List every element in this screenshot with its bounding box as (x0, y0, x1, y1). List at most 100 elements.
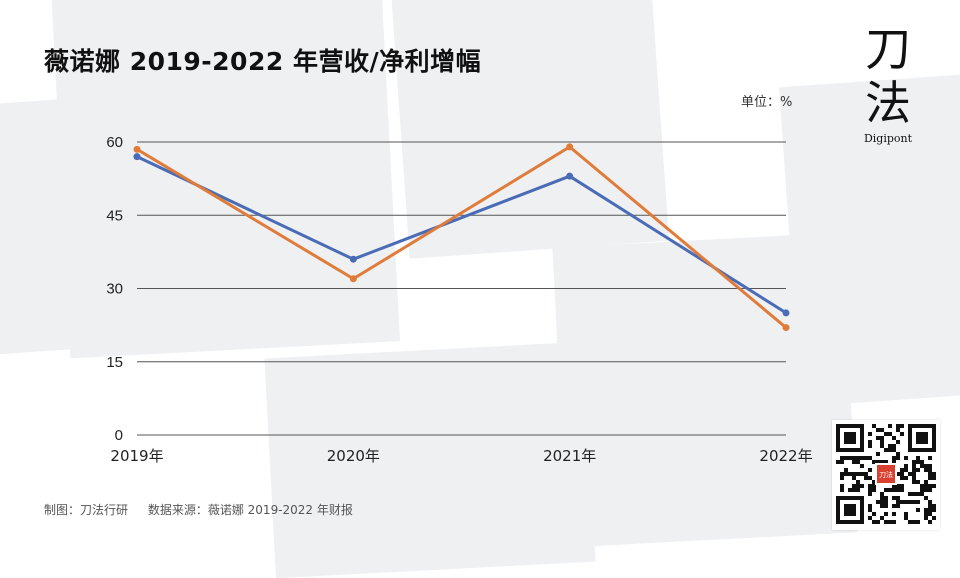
data-point-series-2 (133, 145, 141, 153)
qr-module (928, 504, 932, 508)
qr-module (928, 520, 932, 524)
logo-brand: Digipont (863, 132, 913, 145)
qr-module (880, 460, 884, 464)
qr-module (888, 432, 892, 436)
qr-module (876, 428, 880, 432)
qr-module (912, 476, 916, 480)
qr-module (840, 472, 844, 476)
qr-module (852, 476, 856, 480)
qr-code[interactable]: 刀法 (832, 420, 940, 530)
qr-module (860, 484, 864, 488)
qr-module (896, 484, 900, 488)
qr-module (916, 468, 920, 472)
qr-module (868, 508, 872, 512)
qr-module (872, 424, 876, 428)
qr-module (876, 436, 880, 440)
qr-module (912, 460, 916, 464)
qr-module (896, 424, 900, 428)
chart-title: 薇诺娜 2019-2022 年营收/净利增幅 (44, 47, 482, 76)
qr-module (880, 436, 884, 440)
qr-module (900, 472, 904, 476)
qr-module (868, 456, 872, 460)
line-chart: 0 15 30 45 60 2019年 2020年 2021年 2022年 (106, 134, 812, 465)
qr-module (896, 440, 900, 444)
qr-module (872, 488, 876, 492)
qr-module (924, 464, 928, 468)
qr-module (916, 520, 920, 524)
series-line-1 (136, 155, 787, 315)
qr-module (852, 456, 856, 460)
qr-module (912, 520, 916, 524)
qr-module (928, 488, 932, 492)
data-point-series-2 (349, 275, 357, 283)
qr-module (880, 440, 884, 444)
qr-module (912, 500, 916, 504)
qr-module (912, 468, 916, 472)
qr-module (880, 504, 884, 508)
qr-module (884, 488, 888, 492)
qr-module (924, 484, 928, 488)
qr-module (892, 456, 896, 460)
qr-module (912, 492, 916, 496)
qr-module (932, 476, 936, 480)
qr-module (880, 492, 884, 496)
qr-module (896, 488, 900, 492)
qr-module (868, 468, 872, 472)
qr-module (892, 484, 896, 488)
qr-module (876, 452, 880, 456)
qr-module (840, 488, 844, 492)
qr-module (896, 472, 900, 476)
qr-module (840, 456, 844, 460)
qr-module (868, 504, 872, 508)
qr-module (932, 504, 936, 508)
qr-module (916, 460, 920, 464)
qr-module (868, 432, 872, 436)
qr-module (896, 452, 900, 456)
qr-module (896, 500, 900, 504)
qr-module (904, 476, 908, 480)
qr-module (896, 496, 900, 500)
qr-module (868, 492, 872, 496)
data-point-series-1 (566, 172, 574, 180)
qr-module (916, 492, 920, 496)
qr-module (900, 484, 904, 488)
qr-module (892, 520, 896, 524)
qr-module (872, 460, 876, 464)
qr-module (904, 500, 908, 504)
qr-module (924, 468, 928, 472)
qr-module (840, 484, 844, 488)
qr-module (892, 496, 896, 500)
qr-module (864, 476, 868, 480)
y-tick-label: 30 (106, 281, 123, 298)
data-point-series-1 (133, 153, 141, 161)
qr-module (852, 472, 856, 476)
qr-module (888, 424, 892, 428)
qr-module (892, 444, 896, 448)
qr-module (912, 464, 916, 468)
qr-module (920, 492, 924, 496)
qr-module (860, 464, 864, 468)
qr-module (844, 456, 848, 460)
qr-module (892, 488, 896, 492)
data-point-series-2 (782, 324, 790, 332)
qr-module (900, 488, 904, 492)
qr-module (892, 448, 896, 452)
qr-module (852, 484, 856, 488)
qr-module (868, 484, 872, 488)
qr-module (932, 516, 936, 520)
qr-module (900, 476, 904, 480)
qr-module (852, 460, 856, 464)
qr-module (868, 488, 872, 492)
qr-module (920, 488, 924, 492)
qr-module (892, 512, 896, 516)
qr-module (928, 468, 932, 472)
qr-module (912, 480, 916, 484)
qr-center-text: 刀法 (879, 470, 893, 479)
footer: 制图：刀法行研 数据来源：薇诺娜 2019-2022 年财报 (44, 501, 353, 518)
qr-module (884, 500, 888, 504)
qr-module (884, 512, 888, 516)
qr-module (856, 460, 860, 464)
qr-module (880, 500, 884, 504)
qr-module (872, 512, 876, 516)
qr-module (928, 508, 932, 512)
